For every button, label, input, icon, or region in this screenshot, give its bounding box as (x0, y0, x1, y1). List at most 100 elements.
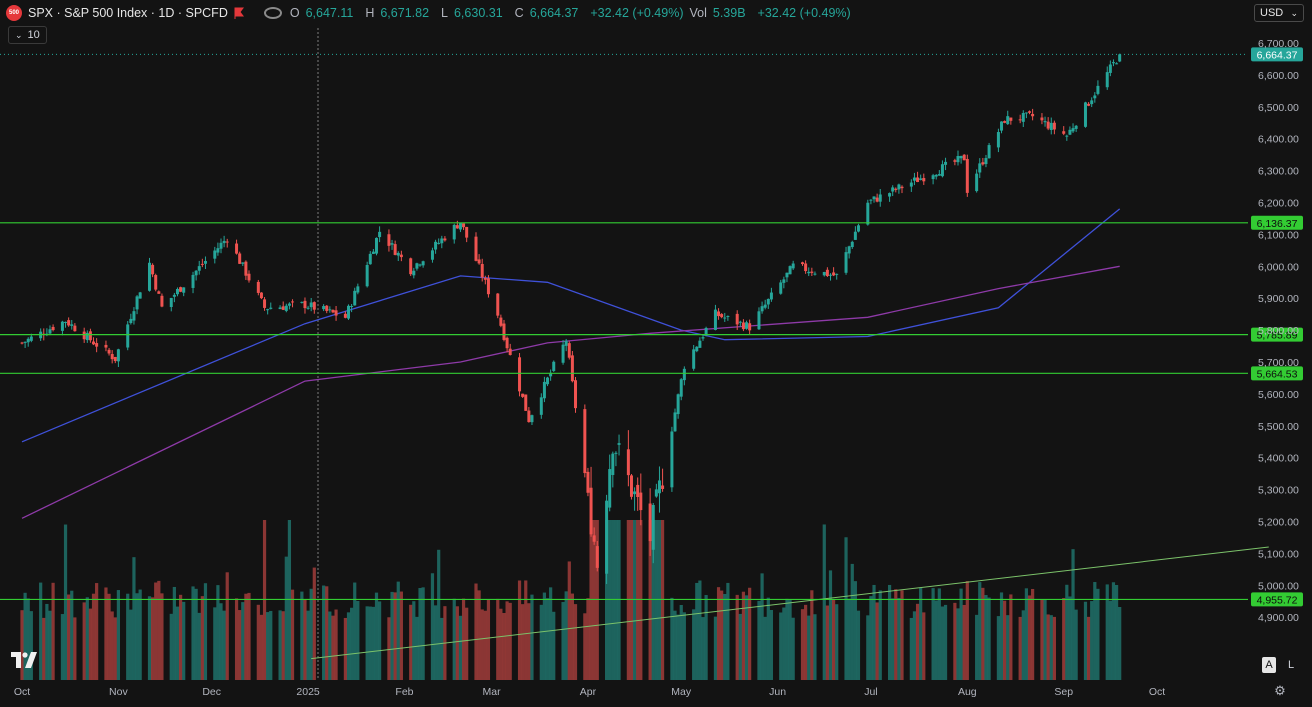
candle-body (956, 156, 960, 163)
volume-bar (91, 593, 96, 680)
candle-body (67, 320, 71, 326)
ma-purple-line (21, 265, 1120, 519)
candle-body (266, 309, 270, 311)
candle-body (657, 480, 661, 494)
candle-body (651, 504, 655, 550)
volume-bar (735, 594, 739, 680)
volume-bar (1049, 615, 1053, 680)
candle-body (608, 469, 612, 508)
eye-icon[interactable] (263, 7, 282, 19)
volume-bar (502, 612, 506, 680)
volume-bar (1074, 609, 1078, 680)
volume-bar (486, 599, 491, 680)
candle-body (458, 222, 462, 230)
auto-scale-button[interactable]: A (1262, 657, 1276, 673)
gear-icon[interactable]: ⚙ (1274, 683, 1286, 698)
volume-bar (813, 614, 817, 680)
candle-body (1083, 102, 1087, 127)
volume-bar (1071, 549, 1075, 680)
y-tick-label: 5,500.00 (1258, 421, 1299, 433)
candle-body (738, 321, 742, 323)
flag-icon[interactable] (234, 7, 244, 19)
volume-bar (810, 590, 814, 680)
volume-bar (832, 599, 836, 680)
candle-body (126, 324, 130, 348)
candle-body (309, 302, 313, 308)
volume-bar (483, 610, 487, 680)
candle-body (748, 323, 752, 331)
symbol-title[interactable]: SPX · S&P 500 Index · 1D · SPCFD (28, 6, 228, 20)
volume-bar (878, 590, 882, 680)
candle-body (135, 296, 139, 310)
volume-bar (1040, 599, 1044, 680)
vol-value: 5.39B (712, 6, 746, 20)
volume-bar (350, 607, 354, 680)
volume-bar (508, 602, 512, 680)
volume-bar (704, 595, 708, 680)
candle-body (931, 175, 935, 180)
candle-body (440, 238, 444, 244)
volume-bar (290, 589, 295, 680)
level-price-label: 4,955.72 (1257, 594, 1298, 606)
volume-bar (853, 581, 857, 680)
candle-body (387, 234, 391, 246)
volume-bar (241, 602, 245, 680)
volume-bar (346, 612, 351, 680)
volume-bar (1043, 599, 1047, 680)
chevron-down-icon: ⌄ (15, 29, 23, 40)
candle-body (779, 282, 783, 294)
volume-bar (956, 608, 960, 680)
candle-body (757, 311, 761, 330)
candle-body (390, 243, 394, 245)
volume-bar (169, 613, 173, 680)
candle-body (235, 243, 239, 254)
y-tick-label: 5,400.00 (1258, 453, 1299, 465)
candle-body (269, 307, 273, 309)
indicator-toggle-button[interactable]: ⌄ 10 (8, 26, 47, 44)
volume-bar (278, 610, 282, 680)
volume-bar (825, 605, 829, 680)
candle-body (810, 271, 814, 273)
candle-body (1006, 116, 1010, 125)
candle-body (213, 250, 217, 259)
candle-body (486, 278, 490, 295)
level-price-tag (1251, 215, 1303, 230)
volume-bar (872, 584, 876, 680)
candle-body (409, 258, 413, 275)
candle-body (374, 237, 378, 254)
candle-body (589, 487, 593, 535)
candle-body (60, 321, 64, 331)
volume-bar (748, 587, 752, 680)
volume-bar (496, 598, 500, 680)
volume-bar (573, 604, 578, 680)
volume-bar (527, 603, 531, 680)
candle-body (393, 244, 397, 255)
x-tick-label: Apr (580, 686, 597, 698)
volume-bar (269, 610, 273, 680)
low-value: 6,630.31 (453, 6, 503, 20)
candle-body (1108, 64, 1112, 73)
currency-selector[interactable]: USD ⌄ (1254, 4, 1304, 22)
candle-body (741, 322, 745, 330)
candle-body (847, 246, 851, 254)
candle-body (953, 160, 957, 162)
candle-body (828, 274, 832, 276)
volume-bar (987, 597, 991, 680)
y-tick-label: 6,700.00 (1258, 38, 1299, 50)
candle-body (256, 281, 260, 293)
candle-body (48, 329, 52, 334)
candle-body (216, 248, 220, 253)
volume-bar (835, 604, 839, 680)
candle-body (804, 263, 808, 272)
candle-body (978, 163, 982, 173)
candle-body (801, 262, 805, 265)
volume-bar (1093, 582, 1097, 680)
volume-bar (409, 604, 413, 680)
volume-bar (29, 611, 33, 680)
tradingview-logo-icon[interactable] (11, 652, 37, 673)
volume-bar (48, 610, 52, 680)
log-scale-button[interactable]: L (1287, 659, 1295, 671)
candle-body (303, 300, 307, 309)
volume-bar (701, 617, 705, 680)
